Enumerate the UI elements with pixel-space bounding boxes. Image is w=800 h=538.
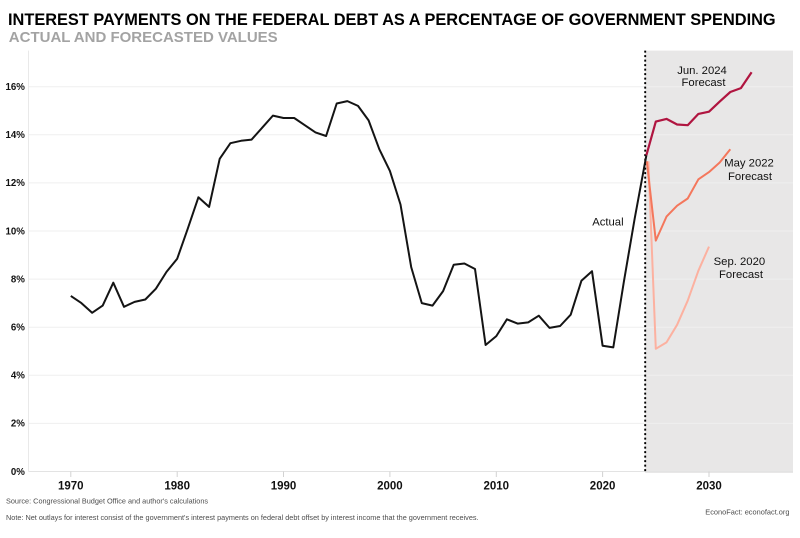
svg-text:Actual: Actual [592, 217, 623, 229]
svg-text:Source: Congressional Budget O: Source: Congressional Budget Office and … [6, 496, 208, 505]
svg-text:EconoFact: econofact.org: EconoFact: econofact.org [705, 507, 789, 516]
svg-text:2000: 2000 [377, 481, 403, 493]
svg-text:2%: 2% [11, 419, 25, 430]
svg-text:INTEREST PAYMENTS ON THE FEDER: INTEREST PAYMENTS ON THE FEDERAL DEBT AS… [8, 11, 776, 29]
svg-text:2030: 2030 [696, 481, 722, 493]
svg-text:Forecast: Forecast [728, 171, 773, 183]
svg-text:2020: 2020 [590, 481, 616, 493]
svg-text:4%: 4% [11, 371, 25, 382]
svg-text:Jun. 2024: Jun. 2024 [677, 65, 727, 77]
svg-text:Forecast: Forecast [719, 269, 764, 281]
svg-text:1970: 1970 [58, 481, 84, 493]
svg-text:Forecast: Forecast [682, 77, 727, 89]
svg-text:1980: 1980 [164, 481, 190, 493]
svg-text:May 2022: May 2022 [724, 158, 774, 170]
svg-text:12%: 12% [6, 178, 26, 189]
svg-text:1990: 1990 [271, 481, 297, 493]
svg-text:10%: 10% [6, 226, 26, 237]
svg-text:ACTUAL AND FORECASTED VALUES: ACTUAL AND FORECASTED VALUES [9, 29, 278, 46]
svg-text:6%: 6% [11, 323, 25, 334]
svg-text:2010: 2010 [484, 481, 510, 493]
svg-text:Note: Net outlays for interest: Note: Net outlays for interest consist o… [6, 513, 479, 522]
svg-text:8%: 8% [11, 274, 25, 285]
svg-text:14%: 14% [6, 130, 26, 141]
svg-text:0%: 0% [11, 467, 25, 478]
svg-text:Sep. 2020: Sep. 2020 [714, 256, 766, 268]
svg-text:16%: 16% [6, 82, 26, 93]
